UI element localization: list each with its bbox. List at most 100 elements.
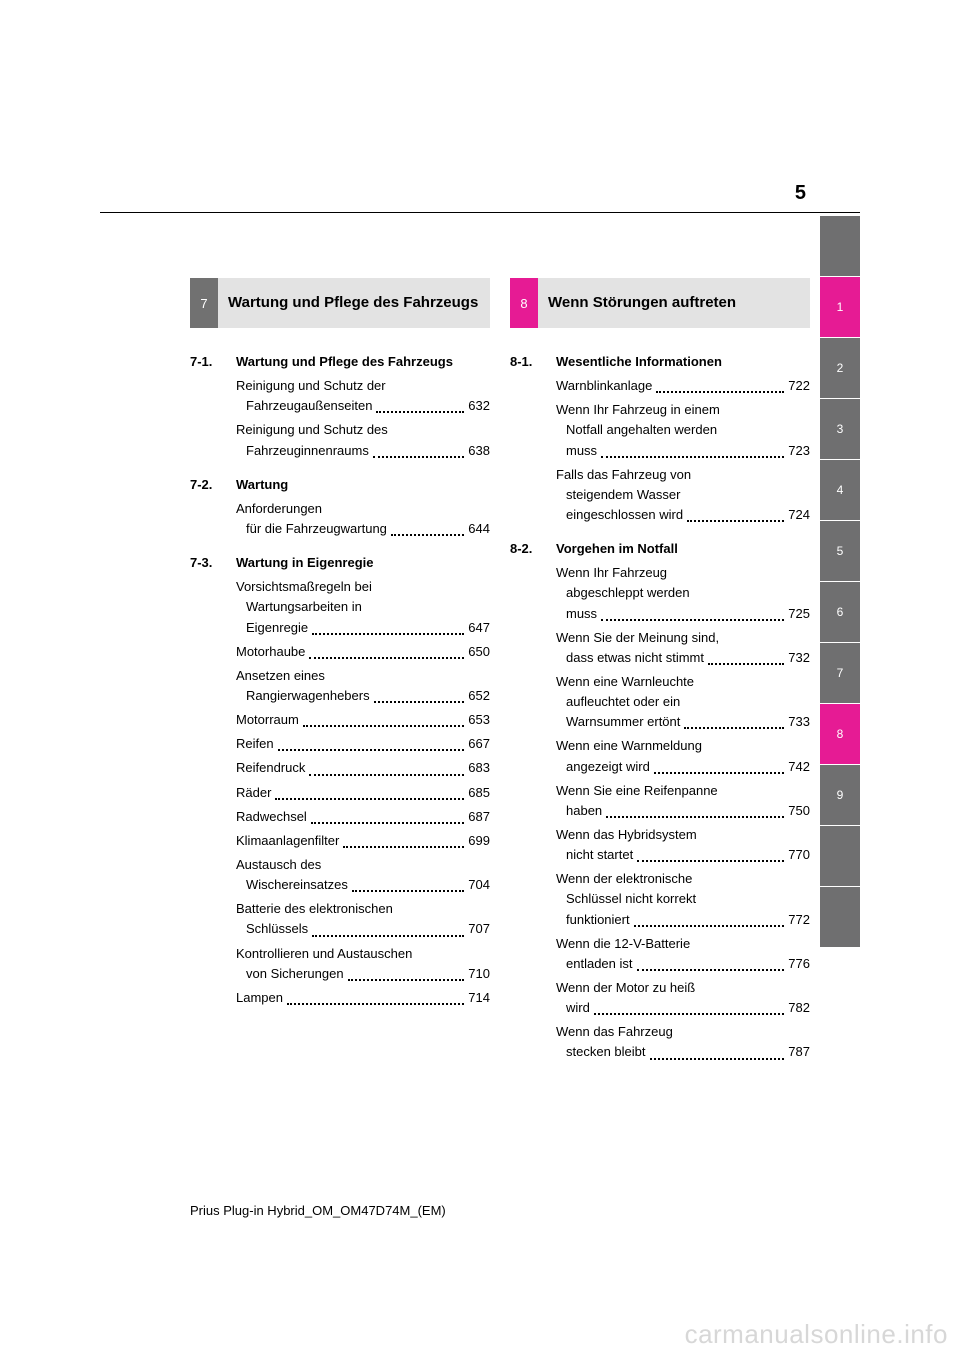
toc-entry: muss723 [556, 441, 810, 461]
toc-entry-line: Austausch des [236, 855, 490, 875]
side-tab[interactable]: 5 [820, 521, 860, 581]
toc-entry-page: 776 [786, 954, 810, 974]
toc-entry-text: Motorhaube [236, 642, 307, 662]
toc-entry: Eigenregie647 [236, 618, 490, 638]
toc-section: 7-1.Wartung und Pflege des Fahrzeugs Rein… [190, 352, 490, 461]
toc-entry-line: Wenn Ihr Fahrzeug [556, 563, 810, 583]
leader-dots [348, 970, 465, 981]
toc-entry: funktioniert 772 [556, 910, 810, 930]
toc-section-title: Vorgehen im Notfall [556, 541, 678, 556]
toc-entry-list: Reinigung und Schutz derFahrzeugaußensei… [190, 376, 490, 461]
side-tab[interactable]: 1 [820, 277, 860, 337]
toc-entry-page: 722 [786, 376, 810, 396]
toc-entry-line: Wenn Ihr Fahrzeug in einem [556, 400, 810, 420]
toc-entry-line: abgeschleppt werden [556, 583, 810, 603]
side-tab[interactable]: 8 [820, 704, 860, 764]
toc-entry: von Sicherungen710 [236, 964, 490, 984]
toc-entry-page: 770 [786, 845, 810, 865]
leader-dots [637, 960, 785, 971]
horizontal-rule [100, 212, 860, 213]
toc-column-left: 7 Wartung und Pflege des Fahrzeugs 7-1.W… [190, 278, 490, 1022]
toc-entry: eingeschlossen wird724 [556, 505, 810, 525]
toc-entry-page: 782 [786, 998, 810, 1018]
toc-entry-line: aufleuchtet oder ein [556, 692, 810, 712]
toc-entry-text: Reifendruck [236, 758, 307, 778]
side-tab[interactable] [820, 826, 860, 886]
toc-entry-text: eingeschlossen wird [556, 505, 685, 525]
toc-entry-text: funktioniert [556, 910, 632, 930]
toc-entry-text: angezeigt wird [556, 757, 652, 777]
leader-dots [312, 925, 464, 936]
toc-entry-text: Räder [236, 783, 273, 803]
leader-dots [391, 525, 464, 536]
toc-section: 7-2.WartungAnforderungenfür die Fahrzeug… [190, 475, 490, 539]
toc-entry-page: 723 [786, 441, 810, 461]
leader-dots [684, 718, 784, 729]
toc-entry: Rangierwagenhebers652 [236, 686, 490, 706]
toc-entry-line: Wenn die 12-V-Batterie [556, 934, 810, 954]
toc-entry: angezeigt wird 742 [556, 757, 810, 777]
chapter-header-7: 7 Wartung und Pflege des Fahrzeugs [190, 278, 490, 328]
chapter-header-8: 8 Wenn Störungen auftreten [510, 278, 810, 328]
leader-dots [687, 511, 784, 522]
side-tab[interactable]: 9 [820, 765, 860, 825]
toc-section-number: 7-1. [190, 352, 236, 372]
toc-entry-text: Schlüssels [236, 919, 310, 939]
leader-dots [708, 654, 784, 665]
leader-dots [309, 648, 464, 659]
toc-entry: Lampen714 [236, 988, 490, 1008]
toc-entry-page: 714 [466, 988, 490, 1008]
toc-entry: Fahrzeugaußenseiten632 [236, 396, 490, 416]
toc-entry-page: 772 [786, 910, 810, 930]
toc-entry-line: Anforderungen [236, 499, 490, 519]
page-number: 5 [795, 182, 806, 205]
toc-entry-text: für die Fahrzeugwartung [236, 519, 389, 539]
toc-entry-page: 742 [786, 757, 810, 777]
toc-entry-line: Falls das Fahrzeug von [556, 465, 810, 485]
toc-entry: Motorraum653 [236, 710, 490, 730]
toc-entry: Wischereinsatzes704 [236, 875, 490, 895]
side-tab[interactable]: 6 [820, 582, 860, 642]
toc-section: 7-3.Wartung in EigenregieVorsichtsmaßreg… [190, 553, 490, 1008]
side-tab[interactable] [820, 216, 860, 276]
toc-entry-text: muss [556, 604, 599, 624]
leader-dots [601, 447, 784, 458]
toc-section-title: Wartung und Pflege des Fahrzeugs [236, 354, 453, 369]
toc-entry-line: Batterie des elektronischen [236, 899, 490, 919]
toc-entry: für die Fahrzeugwartung 644 [236, 519, 490, 539]
toc-entry-page: 644 [466, 519, 490, 539]
toc-entry-line: Reinigung und Schutz der [236, 376, 490, 396]
toc-entry-page: 733 [786, 712, 810, 732]
toc-entry-page: 750 [786, 801, 810, 821]
toc-section-title: Wartung in Eigenregie [236, 555, 373, 570]
leader-dots [650, 1048, 785, 1059]
toc-entry: Warnsummer ertönt733 [556, 712, 810, 732]
toc-section-number: 8-2. [510, 539, 556, 559]
side-tab[interactable]: 2 [820, 338, 860, 398]
toc-entry-list: Anforderungenfür die Fahrzeugwartung 644 [190, 499, 490, 539]
side-tab[interactable]: 7 [820, 643, 860, 703]
side-tab[interactable]: 4 [820, 460, 860, 520]
toc-entry-text: Rangierwagenhebers [236, 686, 372, 706]
toc-entry-list: Warnblinkanlage722Wenn Ihr Fahrzeug in e… [510, 376, 810, 525]
side-tab[interactable] [820, 887, 860, 947]
toc-entry-text: wird [556, 998, 592, 1018]
toc-entry-text: Wischereinsatzes [236, 875, 350, 895]
toc-entry-line: Wenn der Motor zu heiß [556, 978, 810, 998]
leader-dots [376, 402, 464, 413]
toc-entry-page: 707 [466, 919, 490, 939]
toc-entry-page: 667 [466, 734, 490, 754]
toc-section-number: 8-1. [510, 352, 556, 372]
toc-entry-line: Wenn eine Warnmeldung [556, 736, 810, 756]
toc-entry: Schlüssels 707 [236, 919, 490, 939]
toc-entry-line: Wenn das Hybridsystem [556, 825, 810, 845]
toc-entry-page: 683 [466, 758, 490, 778]
toc-entry-page: 732 [786, 648, 810, 668]
toc-entry-line: Reinigung und Schutz des [236, 420, 490, 440]
leader-dots [343, 837, 464, 848]
leader-dots [352, 881, 464, 892]
leader-dots [656, 382, 784, 393]
side-tab[interactable]: 3 [820, 399, 860, 459]
leader-dots [312, 624, 464, 635]
toc-entry-page: 638 [466, 441, 490, 461]
